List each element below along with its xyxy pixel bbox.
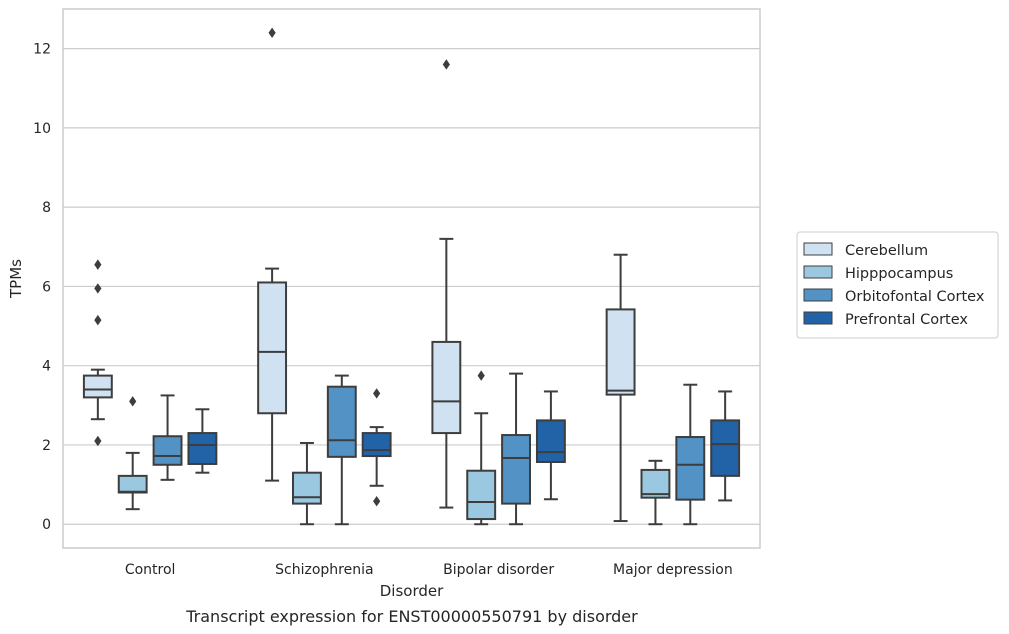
box-body: [501, 434, 531, 505]
box-body: [675, 436, 706, 501]
legend: Cerebellum Hipppocampus Orbitofontal Corte…: [796, 231, 999, 339]
x-tick-label: Bipolar disorder: [443, 562, 554, 578]
box-body: [117, 474, 148, 494]
y-axis-ticks: 0 2 4 6 8 10 12: [33, 42, 51, 534]
x-axis-ticks: Control Schizophrenia Bipolar disorder Majo…: [125, 562, 733, 578]
plot-frame: [62, 8, 761, 549]
y-tick-label: 4: [42, 359, 51, 375]
box-cerebellum: [431, 59, 462, 509]
box-cerebellum: [605, 253, 636, 523]
y-tick-label: 10: [33, 121, 51, 137]
x-tick-label: Control: [125, 562, 176, 578]
box-hipppocampus: [292, 441, 322, 526]
outlier-point: [442, 59, 450, 70]
legend-swatch: [803, 311, 833, 325]
box-orbitofontal-cortex: [675, 383, 706, 526]
y-tick-label: 8: [42, 200, 51, 216]
legend-swatch: [803, 242, 833, 256]
box-body: [605, 308, 636, 396]
box-body: [326, 385, 357, 458]
box-orbitofontal-cortex: [326, 374, 357, 526]
box-body: [257, 281, 288, 415]
y-tick-label: 12: [33, 42, 51, 58]
box-body: [431, 340, 462, 435]
legend-swatch: [803, 288, 833, 302]
box-body: [152, 435, 183, 466]
x-tick-label: Schizophrenia: [275, 562, 373, 578]
legend-swatch: [803, 265, 833, 279]
outlier-point: [373, 496, 381, 507]
box-body: [82, 374, 113, 399]
box-body: [535, 419, 566, 463]
outlier-point: [477, 370, 485, 381]
outlier-point: [94, 314, 102, 326]
legend-box: [796, 231, 999, 339]
box-cerebellum: [257, 27, 288, 482]
x-tick-label: Major depression: [613, 562, 733, 578]
box-body: [187, 432, 218, 465]
box-body: [710, 419, 741, 477]
plot-area: [82, 27, 741, 526]
legend-label: Prefrontal Cortex: [845, 312, 968, 328]
box-hipppocampus: [640, 459, 671, 526]
outlier-point: [129, 396, 137, 407]
box-prefrontal-cortex: [710, 390, 741, 502]
box-prefrontal-cortex: [361, 388, 392, 507]
y-tick-label: 0: [42, 517, 51, 533]
box-body: [292, 471, 322, 505]
outlier-point: [268, 27, 276, 38]
box-orbitofontal-cortex: [152, 394, 183, 481]
chart-caption: Transcript expression for ENST0000055079…: [185, 607, 638, 626]
outlier-point: [94, 259, 102, 270]
box-prefrontal-cortex: [187, 408, 218, 474]
y-axis-label: TPMs: [7, 259, 25, 299]
outlier-point: [373, 388, 381, 399]
box-hipppocampus: [117, 396, 148, 511]
outlier-point: [94, 283, 102, 294]
legend-label: Orbitofontal Cortex: [845, 289, 985, 305]
outlier-point: [94, 435, 102, 447]
box-cerebellum: [82, 259, 113, 447]
y-tick-label: 2: [42, 438, 51, 454]
box-hipppocampus: [466, 370, 497, 526]
y-tick-label: 6: [42, 279, 51, 295]
box-orbitofontal-cortex: [501, 372, 531, 526]
legend-label: Hipppocampus: [845, 266, 953, 282]
x-axis-label: Disorder: [380, 582, 444, 600]
legend-label: Cerebellum: [845, 243, 928, 259]
box-prefrontal-cortex: [535, 390, 566, 501]
box-body: [361, 432, 392, 458]
box-body: [466, 469, 497, 521]
box-body: [640, 468, 671, 499]
